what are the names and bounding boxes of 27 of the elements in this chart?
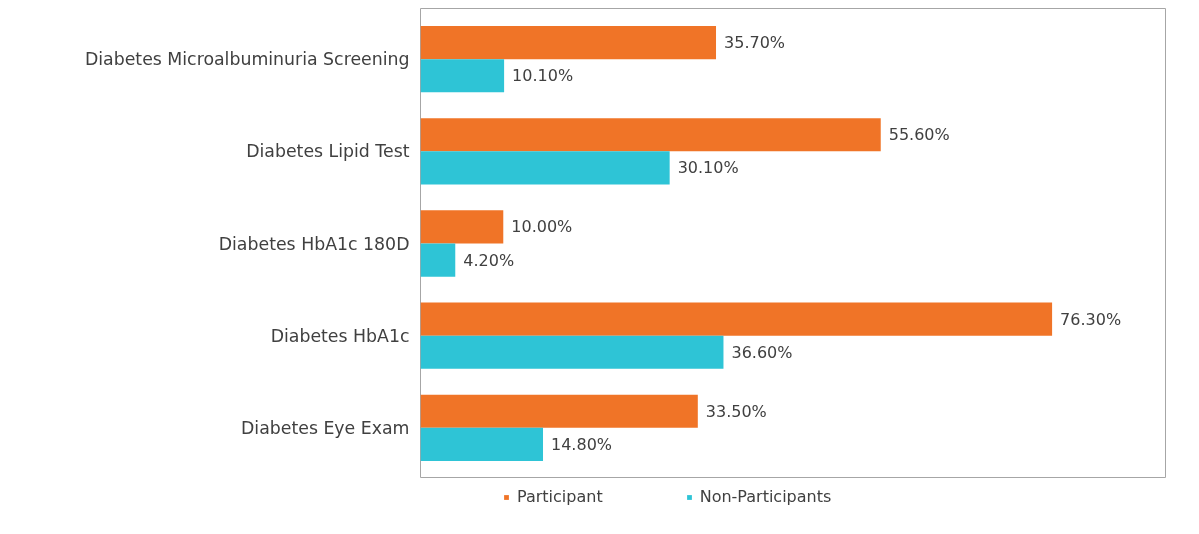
y-tick-label: Diabetes Eye Exam xyxy=(241,417,410,438)
data-label: 14.80% xyxy=(551,434,613,454)
bar xyxy=(420,243,456,277)
bar xyxy=(420,335,724,369)
data-label: 10.00% xyxy=(511,217,573,237)
legend-label: Participant xyxy=(517,487,603,506)
data-label: 76.30% xyxy=(1060,309,1122,329)
bar xyxy=(420,302,1053,336)
y-tick-label: Diabetes HbA1c xyxy=(270,325,410,346)
data-label: 10.10% xyxy=(512,66,574,86)
data-label: 4.20% xyxy=(463,250,515,270)
data-label: 30.10% xyxy=(677,158,739,178)
data-label: 35.70% xyxy=(724,33,786,53)
y-tick-label: Diabetes Microalbuminuria Screening xyxy=(84,49,410,70)
y-tick-label: Diabetes Lipid Test xyxy=(246,141,410,162)
data-label: 36.60% xyxy=(731,342,793,362)
data-label: 55.60% xyxy=(888,125,950,145)
y-tick-label: Diabetes HbA1c 180D xyxy=(218,233,410,254)
bar xyxy=(420,26,717,60)
data-label: 33.50% xyxy=(705,401,767,421)
legend-label: Non-Participants xyxy=(699,487,832,506)
bar xyxy=(420,151,670,185)
bar xyxy=(420,210,504,244)
bar xyxy=(420,118,881,152)
bar xyxy=(420,59,505,93)
bar xyxy=(420,427,544,461)
bar xyxy=(420,394,698,428)
